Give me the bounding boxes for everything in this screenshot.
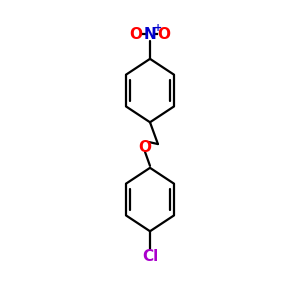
Text: O: O (130, 27, 142, 42)
Text: Cl: Cl (142, 248, 158, 263)
Text: +: + (154, 23, 162, 33)
Text: N: N (144, 27, 156, 42)
Text: O: O (158, 27, 170, 42)
Text: O: O (139, 140, 152, 154)
